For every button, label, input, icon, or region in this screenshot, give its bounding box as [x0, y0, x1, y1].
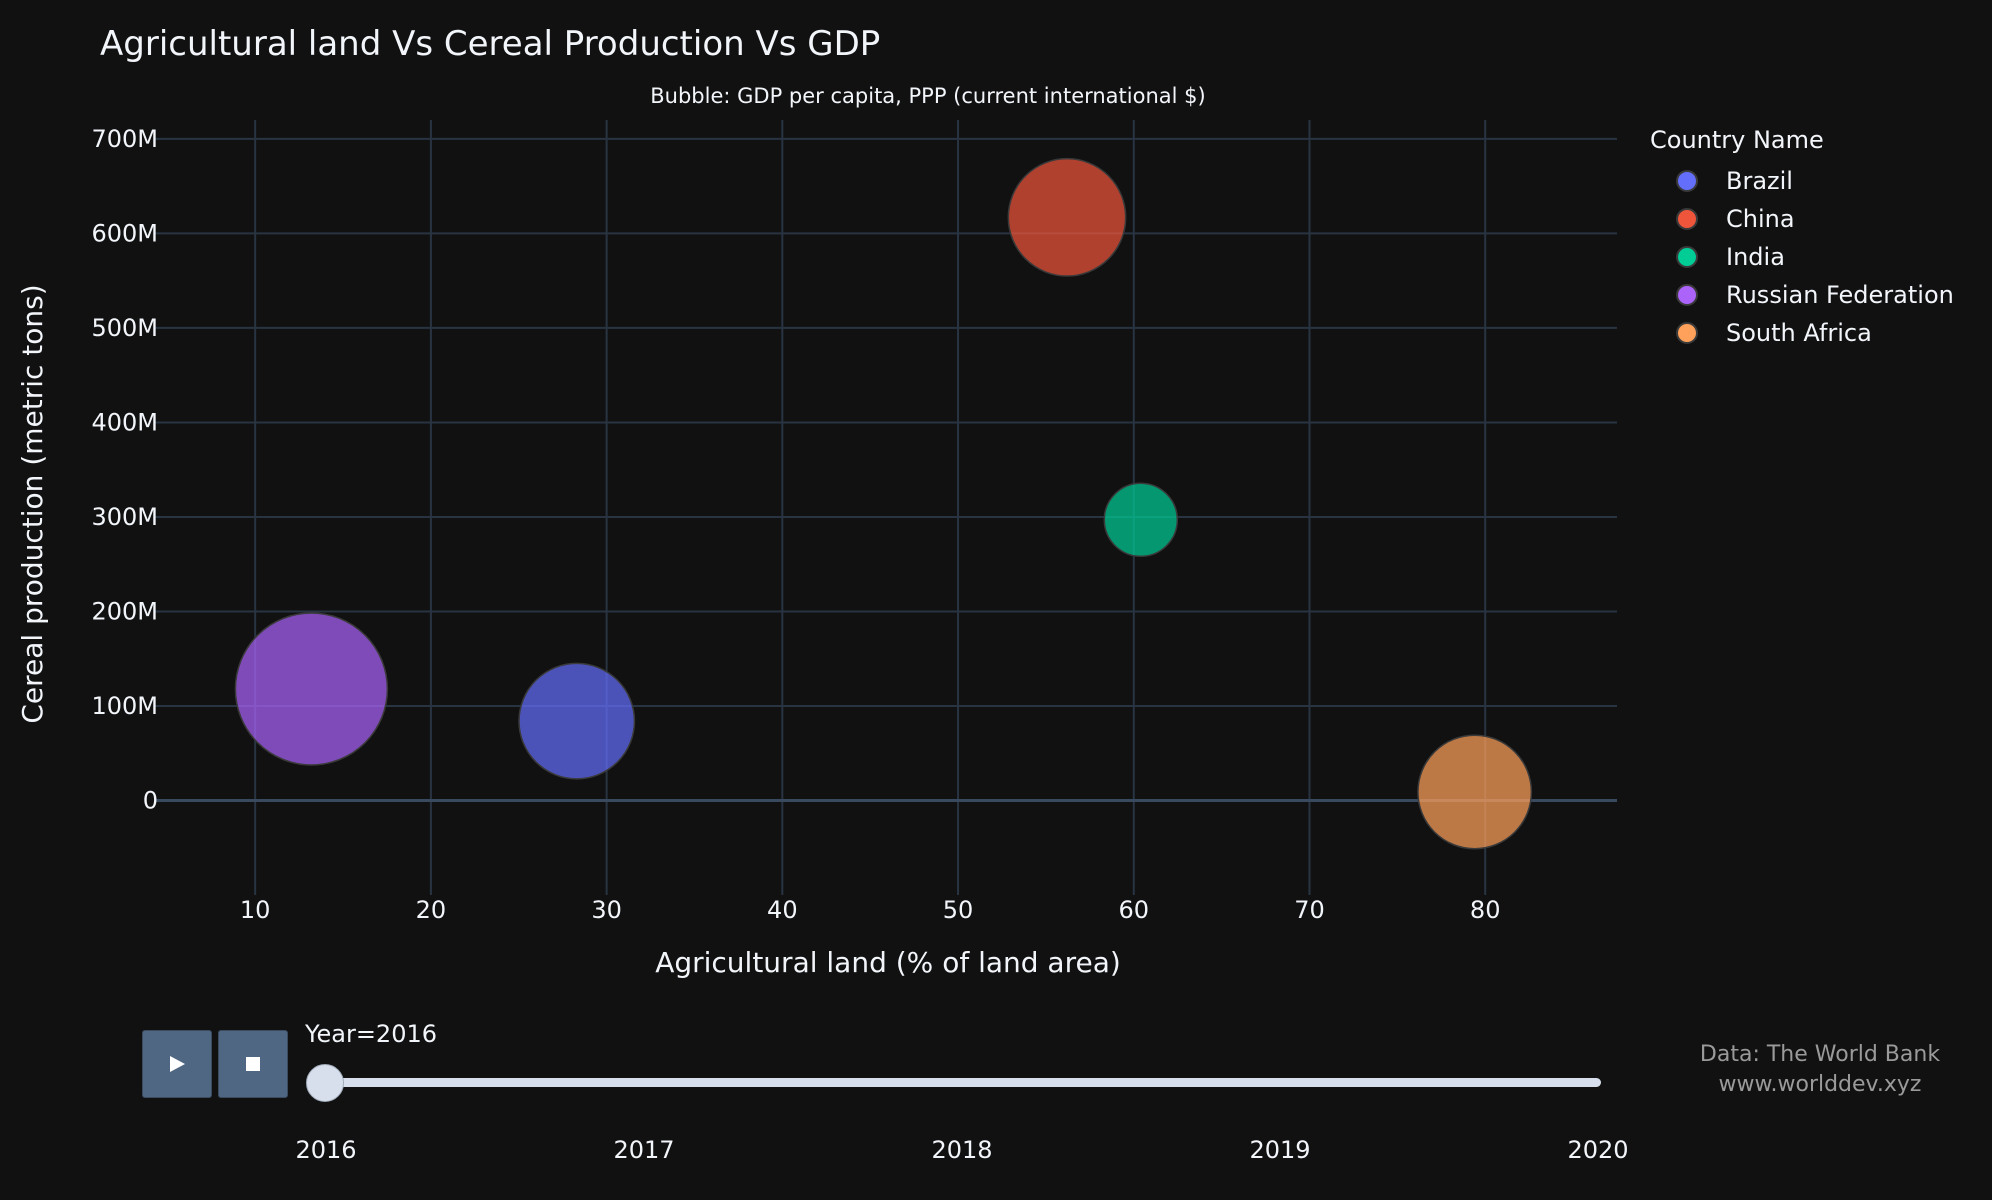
y-tick-label: 300M: [91, 503, 158, 531]
legend-marker-brazil: [1676, 170, 1698, 192]
stop-icon: [246, 1057, 260, 1071]
source-annotation: Data: The World Bank www.worlddev.xyz: [1660, 1040, 1980, 1100]
legend-item-russian-federation[interactable]: Russian Federation: [1650, 276, 1954, 314]
x-tick-label: 60: [1118, 896, 1149, 924]
play-icon: [170, 1056, 185, 1072]
slider-current-label: Year=2016: [305, 1020, 437, 1048]
legend-item-brazil[interactable]: Brazil: [1650, 162, 1954, 200]
bubble-india[interactable]: [1103, 482, 1179, 558]
legend-title: Country Name: [1650, 126, 1824, 154]
slider-step-2016[interactable]: 2016: [295, 1136, 357, 1164]
year-slider-track[interactable]: [325, 1078, 1601, 1087]
slider-step-2020[interactable]: 2020: [1567, 1136, 1629, 1164]
legend-label: China: [1726, 205, 1795, 233]
bubble-layer: [234, 157, 1533, 850]
bubble-china[interactable]: [1007, 157, 1127, 277]
x-tick-labels: 10 20 30 40 50 60 70 80: [240, 896, 1501, 924]
chart-title: Agricultural land Vs Cereal Production V…: [100, 24, 881, 64]
legend-item-india[interactable]: India: [1650, 238, 1954, 276]
x-axis-label: Agricultural land (% of land area): [655, 946, 1121, 979]
legend-marker-russian-federation: [1676, 284, 1698, 306]
bubble-south-africa[interactable]: [1417, 734, 1533, 850]
bubble-russian-federation[interactable]: [234, 612, 389, 766]
y-tick-label: 600M: [91, 219, 158, 247]
chart-subtitle: Bubble: GDP per capita, PPP (current int…: [650, 84, 1206, 108]
x-tick-label: 10: [240, 896, 271, 924]
x-tick-label: 20: [416, 896, 447, 924]
legend-label: India: [1726, 243, 1785, 271]
y-tick-label: 200M: [91, 597, 158, 625]
legend-marker-india: [1676, 246, 1698, 268]
bubble-brazil[interactable]: [518, 662, 636, 780]
legend-item-china[interactable]: China: [1650, 200, 1954, 238]
x-tick-label: 70: [1294, 896, 1325, 924]
year-slider-handle[interactable]: [306, 1064, 344, 1102]
slider-step-2018[interactable]: 2018: [931, 1136, 993, 1164]
x-tick-label: 30: [591, 896, 622, 924]
y-tick-label: 0: [143, 786, 158, 814]
slider-step-2019[interactable]: 2019: [1249, 1136, 1311, 1164]
stop-button[interactable]: [218, 1030, 288, 1098]
y-tick-label: 400M: [91, 408, 158, 436]
y-tick-label: 100M: [91, 692, 158, 720]
x-tick-label: 80: [1470, 896, 1501, 924]
legend-label: Russian Federation: [1726, 281, 1954, 309]
y-tick-label: 500M: [91, 314, 158, 342]
legend-label: South Africa: [1726, 319, 1872, 347]
y-tick-labels: 0 100M 200M 300M 400M 500M 600M 700M: [91, 125, 158, 815]
y-axis-label: Cereal production (metric tons): [16, 284, 49, 723]
grid-lines: [155, 120, 1617, 895]
x-tick-label: 40: [767, 896, 798, 924]
legend: Country Name Brazil China India Russian …: [1650, 126, 1954, 352]
legend-label: Brazil: [1726, 167, 1793, 195]
x-tick-label: 50: [943, 896, 974, 924]
legend-marker-china: [1676, 208, 1698, 230]
source-line: Data: The World Bank: [1699, 1042, 1941, 1067]
legend-item-south-africa[interactable]: South Africa: [1650, 314, 1954, 352]
animation-controls: [142, 1030, 288, 1098]
y-tick-label: 700M: [91, 125, 158, 153]
slider-step-2017[interactable]: 2017: [613, 1136, 675, 1164]
source-url: www.worlddev.xyz: [1718, 1072, 1922, 1097]
play-button[interactable]: [142, 1030, 212, 1098]
legend-marker-south-africa: [1676, 322, 1698, 344]
